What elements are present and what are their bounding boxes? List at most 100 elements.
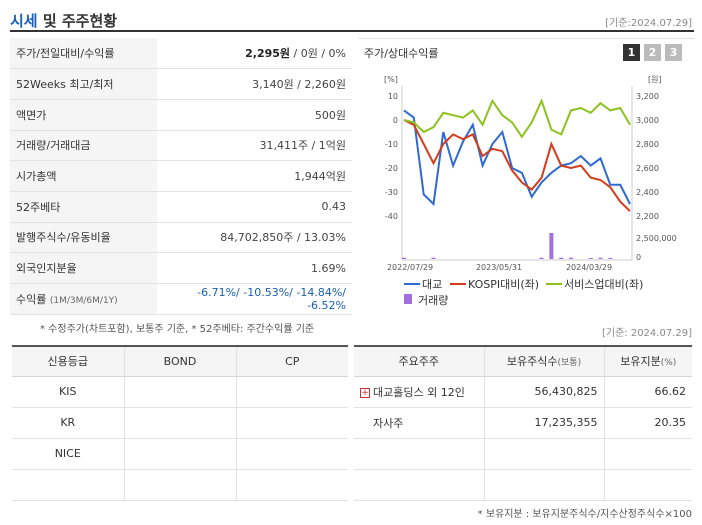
volume-bar xyxy=(549,233,554,259)
holder-pct xyxy=(603,469,692,501)
price-chart: [%] [원] 10 0 -10 -20 -30 -40 3,200 3,000 2,800 2… xyxy=(384,75,677,307)
rating-agency xyxy=(12,469,124,501)
right-unit-label: [원] xyxy=(648,75,662,84)
y-left-tick-label: -10 xyxy=(385,140,398,149)
series-line-daekyo xyxy=(403,109,631,207)
holder-name xyxy=(354,438,484,470)
cp-rating xyxy=(235,469,348,501)
table-row: 외국인지분율 1.69% xyxy=(10,252,352,284)
cp-rating xyxy=(235,376,348,408)
table-row: 액면가 500원 xyxy=(10,99,352,131)
row-label: 52Weeks 최고/최저 xyxy=(10,68,157,100)
col-header-holder: 주요주주 xyxy=(354,345,484,377)
legend-swatch-volume xyxy=(404,294,412,304)
row-label: 외국인지분율 xyxy=(10,252,157,284)
table-row: + 대교홀딩스 외 12인 56,430,825 66.62 xyxy=(354,376,692,408)
volume-tick-label: 2,500,000 xyxy=(636,234,677,243)
rating-agency: KIS xyxy=(12,376,124,408)
table-row: 거래량/거래대금 31,411주 / 1억원 xyxy=(10,130,352,162)
row-value: 1,944억원 xyxy=(157,160,352,192)
y-left-tick-label: 0 xyxy=(393,116,398,125)
holder-pct xyxy=(603,438,692,470)
row-value: 1.69% xyxy=(157,252,352,284)
holder-shares xyxy=(483,469,604,501)
volume-bar xyxy=(588,258,593,259)
rating-agency: KR xyxy=(12,407,124,439)
y-right-tick-label: 2,200 xyxy=(636,212,659,221)
chart-tab-3[interactable]: 3 xyxy=(665,44,682,61)
table-row: KIS xyxy=(12,376,348,408)
cp-rating xyxy=(235,407,348,439)
holder-name: + 대교홀딩스 외 12인 xyxy=(354,376,484,408)
row-value: 500원 xyxy=(157,99,352,131)
col-header-pct: 보유지분(%) xyxy=(603,345,692,377)
holder-name: 자사주 xyxy=(354,407,484,439)
table-row: KR xyxy=(12,407,348,439)
row-value: 31,411주 / 1억원 xyxy=(157,130,352,162)
row-label: 수익률 (1M/3M/6M/1Y) xyxy=(10,283,157,315)
reference-date-right: [기준: 2024.07.29] xyxy=(601,328,692,339)
section-header: 시세 및 주주현황 [기준:2024.07.29] xyxy=(10,6,694,32)
table-row xyxy=(354,438,692,470)
cp-rating xyxy=(235,438,348,470)
y-left-tick-label: -30 xyxy=(385,188,398,197)
legend-label-volume: 거래량 xyxy=(418,294,448,307)
volume-bar xyxy=(402,257,406,259)
volume-bar xyxy=(559,257,564,259)
rating-agency: NICE xyxy=(12,438,124,470)
col-header-cp: CP xyxy=(235,345,348,377)
y-right-tick-label: 3,200 xyxy=(636,92,659,101)
table-row: NICE xyxy=(12,438,348,470)
bond-rating xyxy=(123,376,236,408)
col-header-shares: 보유주식수(보통) xyxy=(483,345,604,377)
col-header-bond: BOND xyxy=(123,345,236,377)
left-unit-label: [%] xyxy=(384,75,398,84)
table-row: 52Weeks 최고/최저 3,140원 / 2,260원 xyxy=(10,68,352,100)
y-right-tick-label: 2,800 xyxy=(636,140,659,149)
series-line-service xyxy=(403,98,631,139)
row-label: 52주베타 xyxy=(10,191,157,223)
row-label: 주가/전일대비/수익률 xyxy=(10,38,157,70)
table-row: 주가/전일대비/수익률 2,295원 / 0원 / 0% xyxy=(10,38,352,70)
bond-rating xyxy=(123,438,236,470)
series-line-kospi xyxy=(403,119,631,212)
table-header-row: 신용등급 BOND CP xyxy=(12,345,348,377)
holder-name xyxy=(354,469,484,501)
footnote-left: * 수정주가(차트포함), 보통주 기준, * 52주베타: 주간수익률 기준 xyxy=(40,324,315,335)
section-title: 시세 및 주주현황 xyxy=(10,12,118,30)
holder-pct: 66.62 xyxy=(603,376,692,408)
bond-rating xyxy=(123,469,236,501)
y-left-tick-label: -40 xyxy=(385,212,398,221)
holder-shares xyxy=(483,438,604,470)
volume-bar xyxy=(608,258,613,259)
row-label: 액면가 xyxy=(10,99,157,131)
x-tick-label: 2024/03/29 xyxy=(566,263,612,272)
table-header-row: 주요주주 보유주식수(보통) 보유지분(%) xyxy=(354,345,692,377)
expand-icon[interactable]: + xyxy=(360,387,370,398)
credit-rating-table: 신용등급 BOND CP KIS KR NICE xyxy=(12,345,348,501)
row-value: -6.71%/ -10.53%/ -14.84%/ -6.52% xyxy=(157,283,352,315)
row-label: 거래량/거래대금 xyxy=(10,130,157,162)
chart-tab-1[interactable]: 1 xyxy=(623,44,640,61)
volume-bar xyxy=(598,257,603,259)
reference-date: [기준:2024.07.29] xyxy=(605,18,692,29)
col-header-rating: 신용등급 xyxy=(12,345,124,377)
chart-tab-2[interactable]: 2 xyxy=(644,44,661,61)
table-row xyxy=(12,469,348,501)
row-value: 2,295원 / 0원 / 0% xyxy=(157,38,352,70)
chart-title: 주가/상대수익률 xyxy=(364,47,439,60)
chart-tabs: 1 2 3 xyxy=(623,44,682,61)
table-row: 시가총액 1,944억원 xyxy=(10,160,352,192)
footnote-right: * 보유지분 : 보유지분주식수/지수산정주식수×100 xyxy=(477,509,692,520)
row-value: 84,702,850주 / 13.03% xyxy=(157,222,352,254)
row-label: 시가총액 xyxy=(10,160,157,192)
table-row: 자사주 17,235,355 20.35 xyxy=(354,407,692,439)
y-right-tick-label: 2,400 xyxy=(636,188,659,197)
y-right-tick-label: 3,000 xyxy=(636,116,659,125)
y-right-tick-label: 2,600 xyxy=(636,164,659,173)
legend-label-daekyo: 대교 xyxy=(422,278,442,291)
holder-shares: 17,235,355 xyxy=(483,407,604,439)
table-row xyxy=(354,469,692,501)
holder-pct: 20.35 xyxy=(603,407,692,439)
legend-label-service: 서비스업대비(좌) xyxy=(564,278,643,291)
